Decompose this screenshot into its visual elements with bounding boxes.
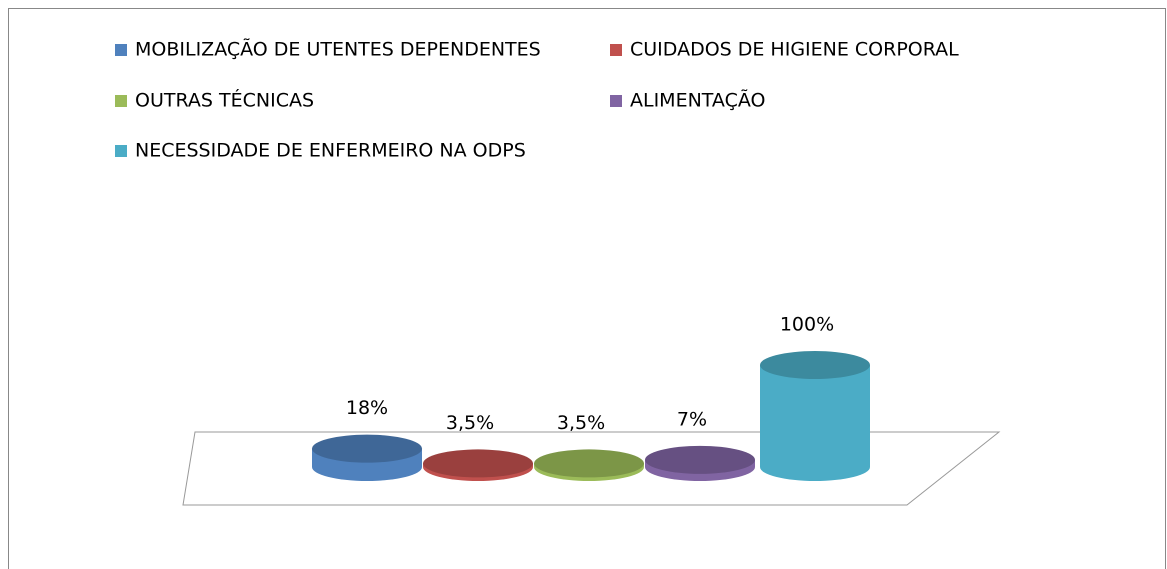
legend-label: NECESSIDADE DE ENFERMEIRO NA ODPS [135, 140, 526, 162]
data-label: 100% [780, 314, 834, 336]
cylinder-top [760, 351, 870, 379]
data-label: 18% [346, 397, 388, 419]
cylinder [760, 365, 870, 481]
legend-label: MOBILIZAÇÃO DE UTENTES DEPENDENTES [135, 38, 541, 61]
data-label: 3,5% [446, 412, 494, 434]
legend-label: CUIDADOS DE HIGIENE CORPORAL [630, 39, 959, 61]
legend-swatch [115, 44, 127, 56]
legend-swatch [610, 44, 622, 56]
data-label: 7% [677, 408, 707, 430]
cylinder-top [534, 449, 644, 478]
cylinder-top [312, 434, 422, 463]
cylinder-top [423, 449, 533, 478]
legend-swatch [115, 95, 127, 107]
cylinder-top [645, 445, 755, 474]
chart-frame [8, 8, 1166, 569]
data-label: 3,5% [557, 412, 605, 434]
legend-label: ALIMENTAÇÃO [630, 89, 765, 112]
floor [182, 431, 1001, 506]
legend-swatch [115, 145, 127, 157]
legend-swatch [610, 95, 622, 107]
legend-label: OUTRAS TÉCNICAS [135, 89, 314, 112]
